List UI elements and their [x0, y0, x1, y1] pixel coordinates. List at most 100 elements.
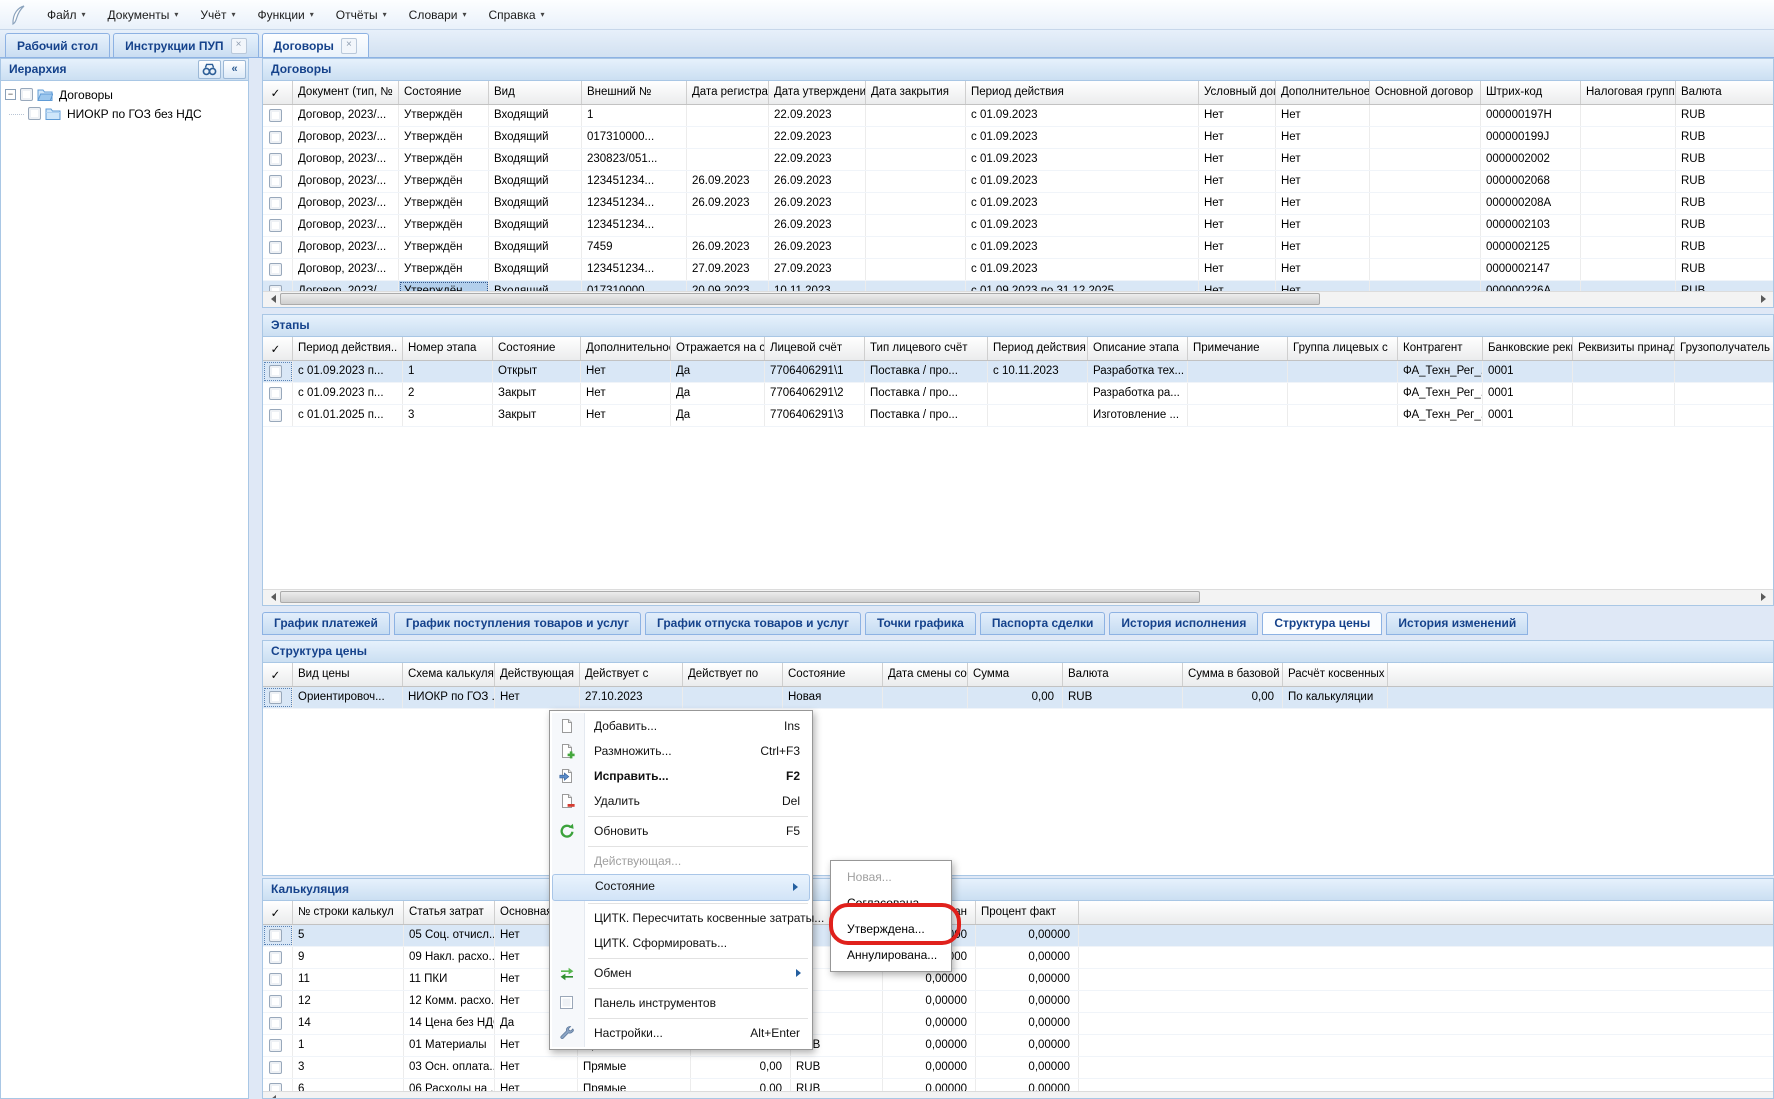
- table-cell[interactable]: [866, 127, 966, 148]
- table-cell[interactable]: [263, 991, 293, 1012]
- table-cell[interactable]: [263, 193, 293, 214]
- table-cell[interactable]: Входящий: [489, 149, 582, 170]
- column-header[interactable]: ✓: [263, 901, 293, 924]
- table-cell[interactable]: [1288, 383, 1398, 404]
- table-cell[interactable]: с 01.09.2023: [966, 149, 1199, 170]
- table-cell[interactable]: с 01.09.2023: [966, 127, 1199, 148]
- table-cell[interactable]: с 01.09.2023: [966, 105, 1199, 126]
- table-cell[interactable]: [1370, 171, 1481, 192]
- table-cell[interactable]: [866, 193, 966, 214]
- table-cell[interactable]: RUB: [1676, 149, 1773, 170]
- column-header[interactable]: Грузополучатель: [1675, 337, 1773, 360]
- scroll-left-icon[interactable]: [263, 590, 279, 604]
- table-cell[interactable]: 0,00000: [976, 1057, 1079, 1078]
- column-header[interactable]: ✓: [263, 81, 293, 104]
- column-header[interactable]: Статья затрат: [404, 901, 495, 924]
- column-header[interactable]: Дата закрытия: [866, 81, 966, 104]
- table-cell[interactable]: [1581, 127, 1676, 148]
- menubar-item[interactable]: Справка ▾: [477, 4, 555, 26]
- table-cell[interactable]: [1581, 105, 1676, 126]
- table-cell[interactable]: Утверждён: [399, 237, 489, 258]
- scroll-left-icon[interactable]: [263, 1092, 279, 1098]
- table-cell[interactable]: с 01.09.2023 п...: [293, 361, 403, 382]
- menubar-item[interactable]: Отчёты ▾: [325, 4, 398, 26]
- table-cell[interactable]: [866, 215, 966, 236]
- table-cell[interactable]: 0,00000: [976, 925, 1079, 946]
- column-header[interactable]: Состояние: [493, 337, 581, 360]
- row-checkbox[interactable]: [269, 409, 282, 422]
- column-header[interactable]: Тип лицевого счёт: [865, 337, 988, 360]
- table-cell[interactable]: 11 ПКИ: [404, 969, 495, 990]
- table-row[interactable]: 14 14 Цена без НДС Да 0,00000 0,00000: [263, 1013, 1773, 1035]
- table-cell[interactable]: [263, 969, 293, 990]
- table-cell[interactable]: Нет: [1276, 193, 1370, 214]
- table-cell[interactable]: ФА_Техн_Рег_...: [1398, 383, 1483, 404]
- table-cell[interactable]: с 01.09.2023: [966, 259, 1199, 280]
- table-cell[interactable]: [1581, 215, 1676, 236]
- column-header[interactable]: Дополнительное с: [1276, 81, 1370, 104]
- row-checkbox[interactable]: [269, 263, 282, 276]
- table-cell[interactable]: 6: [293, 1079, 404, 1098]
- table-cell[interactable]: [1581, 193, 1676, 214]
- table-cell[interactable]: 0,00000: [883, 1057, 976, 1078]
- column-header[interactable]: Примечание: [1188, 337, 1288, 360]
- row-checkbox[interactable]: [269, 131, 282, 144]
- table-cell[interactable]: Входящий: [489, 105, 582, 126]
- scroll-right-icon[interactable]: [1757, 590, 1773, 604]
- tab-close-icon[interactable]: ×: [340, 37, 357, 54]
- search-button[interactable]: [198, 60, 221, 79]
- table-cell[interactable]: Нет: [1199, 127, 1276, 148]
- table-cell[interactable]: RUB: [1676, 171, 1773, 192]
- table-cell[interactable]: 2: [403, 383, 493, 404]
- row-checkbox[interactable]: [269, 951, 282, 964]
- context-menu-item[interactable]: Утверждена...: [831, 916, 951, 942]
- row-checkbox[interactable]: [269, 995, 282, 1008]
- table-cell[interactable]: [1370, 215, 1481, 236]
- menubar-item[interactable]: Учёт ▾: [189, 4, 246, 26]
- context-menu-item[interactable]: Настройки... Alt+Enter: [550, 1021, 812, 1046]
- table-row[interactable]: с 01.09.2023 п... 1 Открыт Нет Да 7706406291\…: [263, 361, 1773, 383]
- table-cell[interactable]: Нет: [1276, 149, 1370, 170]
- context-menu-item[interactable]: Удалить Del: [550, 789, 812, 814]
- column-header[interactable]: Лицевой счёт: [765, 337, 865, 360]
- table-cell[interactable]: Нет: [581, 405, 671, 426]
- row-checkbox[interactable]: [269, 241, 282, 254]
- table-row[interactable]: Договор, 2023/... Утверждён Входящий 123451…: [263, 193, 1773, 215]
- table-cell[interactable]: Нет: [1199, 237, 1276, 258]
- column-header[interactable]: Документ (тип, №: [293, 81, 399, 104]
- table-cell[interactable]: 123451234...: [582, 215, 687, 236]
- column-header[interactable]: Процент факт: [976, 901, 1079, 924]
- column-header[interactable]: Действует по: [683, 663, 783, 686]
- subtab[interactable]: Паспорта сделки: [979, 612, 1106, 635]
- scroll-right-icon[interactable]: [1757, 292, 1773, 306]
- table-cell[interactable]: с 01.09.2023 п...: [293, 383, 403, 404]
- table-cell[interactable]: [263, 1013, 293, 1034]
- table-cell[interactable]: Нет: [1199, 215, 1276, 236]
- table-cell[interactable]: Нет: [581, 383, 671, 404]
- table-cell[interactable]: 05 Соц. отчисл...: [404, 925, 495, 946]
- table-cell[interactable]: [1675, 405, 1773, 426]
- context-menu-item[interactable]: Аннулирована...: [831, 942, 951, 968]
- table-cell[interactable]: ФА_Техн_Рег_...: [1398, 405, 1483, 426]
- table-cell[interactable]: с 01.09.2023: [966, 193, 1199, 214]
- menubar-item[interactable]: Функции ▾: [246, 4, 324, 26]
- table-cell[interactable]: [687, 215, 769, 236]
- table-cell[interactable]: Прямые: [578, 1057, 691, 1078]
- table-row[interactable]: 101 МатериалыНетПрямые0,00RUB0,000000,00…: [263, 1035, 1773, 1057]
- table-cell[interactable]: [263, 1035, 293, 1056]
- column-header[interactable]: Описание этапа: [1088, 337, 1188, 360]
- context-menu-item[interactable]: Добавить... Ins: [550, 714, 812, 739]
- table-cell[interactable]: 26.09.2023: [687, 237, 769, 258]
- row-checkbox[interactable]: [269, 1039, 282, 1052]
- row-checkbox[interactable]: [269, 387, 282, 400]
- table-cell[interactable]: 27.09.2023: [687, 259, 769, 280]
- menubar-item[interactable]: Файл ▾: [36, 4, 97, 26]
- table-cell[interactable]: 0001: [1483, 361, 1573, 382]
- table-cell[interactable]: 0000002147: [1481, 259, 1581, 280]
- table-cell[interactable]: с 01.09.2023: [966, 237, 1199, 258]
- table-cell[interactable]: 0,00000: [976, 991, 1079, 1012]
- h-scrollbar[interactable]: [263, 589, 1773, 605]
- column-header[interactable]: Банковские рекви: [1483, 337, 1573, 360]
- table-cell[interactable]: [1370, 105, 1481, 126]
- table-cell[interactable]: [988, 405, 1088, 426]
